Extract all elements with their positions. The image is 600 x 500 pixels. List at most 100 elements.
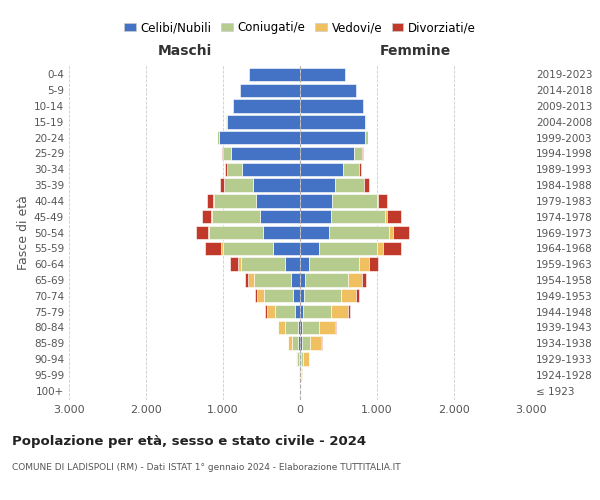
Bar — [293, 289, 300, 302]
Text: Maschi: Maschi — [157, 44, 212, 59]
Bar — [292, 336, 298, 350]
Bar — [230, 258, 238, 271]
Bar — [257, 289, 264, 302]
Text: Popolazione per età, sesso e stato civile - 2024: Popolazione per età, sesso e stato civil… — [12, 435, 366, 448]
Bar — [221, 242, 223, 255]
Bar — [377, 242, 383, 255]
Bar — [368, 258, 378, 271]
Bar — [300, 131, 365, 144]
Bar — [226, 115, 227, 128]
Bar — [300, 162, 343, 176]
Bar — [241, 258, 284, 271]
Bar — [207, 194, 214, 207]
Bar — [233, 100, 300, 113]
Bar — [300, 178, 335, 192]
Bar — [300, 305, 303, 318]
Bar — [196, 226, 208, 239]
Bar — [329, 226, 389, 239]
Bar — [309, 258, 359, 271]
Bar — [296, 352, 298, 366]
Bar — [254, 289, 257, 302]
Bar — [300, 336, 302, 350]
Bar — [202, 210, 211, 224]
Bar — [260, 210, 300, 224]
Bar — [385, 210, 387, 224]
Bar — [214, 194, 256, 207]
Bar — [332, 194, 377, 207]
Bar — [242, 162, 300, 176]
Bar — [253, 178, 300, 192]
Y-axis label: Anni di nascita: Anni di nascita — [599, 186, 600, 279]
Bar — [263, 226, 300, 239]
Bar — [254, 273, 291, 286]
Bar — [389, 226, 393, 239]
Bar — [319, 320, 335, 334]
Bar — [289, 336, 292, 350]
Bar — [300, 258, 309, 271]
Bar — [245, 273, 248, 286]
Bar — [295, 305, 300, 318]
Bar — [264, 289, 293, 302]
Bar — [393, 226, 409, 239]
Bar — [219, 131, 300, 144]
Bar — [209, 226, 263, 239]
Bar — [238, 258, 241, 271]
Bar — [300, 289, 304, 302]
Bar — [364, 178, 369, 192]
Bar — [265, 305, 267, 318]
Bar — [359, 258, 368, 271]
Bar — [365, 115, 366, 128]
Bar — [303, 305, 331, 318]
Bar — [212, 210, 260, 224]
Bar — [248, 273, 254, 286]
Bar — [223, 147, 230, 160]
Bar — [284, 320, 298, 334]
Bar — [387, 210, 401, 224]
Bar — [341, 289, 356, 302]
Bar — [299, 352, 300, 366]
Bar — [310, 336, 321, 350]
Bar — [383, 242, 401, 255]
Bar — [217, 131, 219, 144]
Y-axis label: Fasce di età: Fasce di età — [17, 195, 30, 270]
Bar — [331, 210, 385, 224]
Bar — [377, 194, 378, 207]
Text: Femmine: Femmine — [380, 44, 451, 59]
Bar — [356, 289, 359, 302]
Bar — [300, 100, 363, 113]
Text: COMUNE DI LADISPOLI (RM) - Dati ISTAT 1° gennaio 2024 - Elaborazione TUTTITALIA.: COMUNE DI LADISPOLI (RM) - Dati ISTAT 1°… — [12, 462, 401, 471]
Bar — [300, 226, 329, 239]
Bar — [300, 210, 331, 224]
Bar — [300, 273, 305, 286]
Bar — [304, 289, 341, 302]
Bar — [303, 352, 309, 366]
Bar — [359, 162, 361, 176]
Bar — [343, 162, 359, 176]
Bar — [240, 84, 300, 97]
Bar — [300, 320, 302, 334]
Bar — [301, 352, 303, 366]
Bar — [298, 352, 299, 366]
Bar — [220, 178, 224, 192]
Bar — [249, 68, 300, 81]
Bar — [305, 273, 348, 286]
Bar — [300, 147, 354, 160]
Bar — [300, 115, 365, 128]
Bar — [275, 305, 295, 318]
Bar — [300, 242, 319, 255]
Legend: Celibi/Nubili, Coniugati/e, Vedovi/e, Divorziati/e: Celibi/Nubili, Coniugati/e, Vedovi/e, Di… — [119, 16, 481, 39]
Bar — [378, 194, 386, 207]
Bar — [267, 305, 275, 318]
Bar — [348, 273, 362, 286]
Bar — [225, 162, 227, 176]
Bar — [222, 147, 223, 160]
Bar — [230, 147, 300, 160]
Bar — [211, 210, 212, 224]
Bar — [331, 305, 348, 318]
Bar — [205, 242, 221, 255]
Bar — [302, 336, 310, 350]
Bar — [298, 336, 300, 350]
Bar — [224, 178, 253, 192]
Bar — [300, 68, 346, 81]
Bar — [227, 115, 300, 128]
